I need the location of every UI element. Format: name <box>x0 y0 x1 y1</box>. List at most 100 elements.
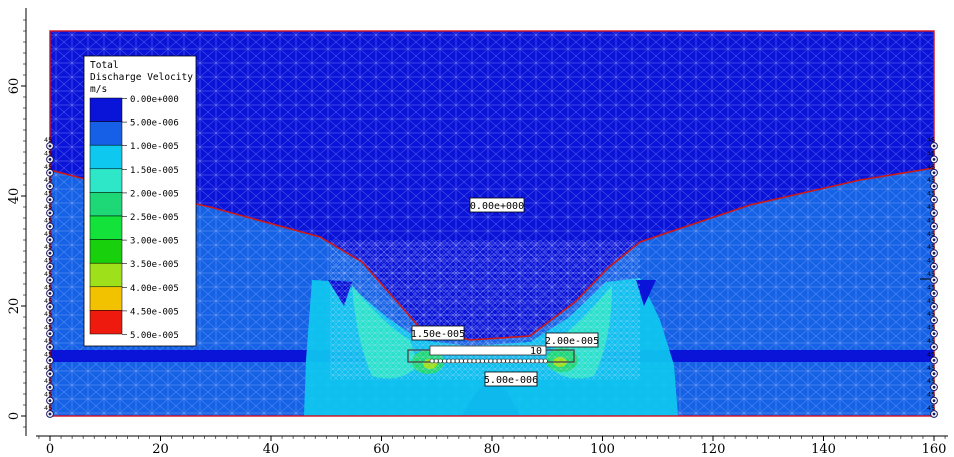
boundary-marker-label: 45 <box>44 297 52 305</box>
legend-swatch <box>89 97 123 122</box>
legend-title-line-1: Total <box>90 60 119 71</box>
legend-item-label: 2.50e-005 <box>130 213 179 223</box>
boundary-marker-dot <box>932 198 936 202</box>
tunnel-liner-label: 10 <box>530 346 542 357</box>
annotation-box <box>411 325 465 341</box>
boundary-marker-dot <box>48 332 52 335</box>
boundary-marker-dot <box>48 211 52 215</box>
boundary-marker-dot <box>48 412 52 416</box>
legend-swatch <box>89 286 123 311</box>
boundary-marker-label: 45 <box>927 136 935 144</box>
legend-item-label: 4.50e-005 <box>130 307 179 317</box>
boundary-marker-label: 45 <box>44 350 52 358</box>
x-tick-label: 20 <box>152 442 169 457</box>
boundary-marker-label: 45 <box>44 136 52 144</box>
boundary-marker-label: 45 <box>927 176 935 184</box>
boundary-marker-dot <box>932 412 936 416</box>
drain-node <box>522 358 527 364</box>
boundary-marker-label: 45 <box>927 203 935 211</box>
boundary-marker-label: 45 <box>44 203 52 211</box>
drain-node <box>454 358 460 364</box>
boundary-marker-label: 45 <box>927 324 935 332</box>
boundary-marker-label: 45 <box>44 216 52 224</box>
drain-node <box>463 358 468 364</box>
legend-item-label: 3.00e-005 <box>130 237 179 247</box>
boundary-marker-dot <box>48 171 52 175</box>
drain-node <box>438 358 443 364</box>
legend-item-label: 2.00e-005 <box>130 189 179 199</box>
drain-node <box>433 358 439 364</box>
boundary-marker-label: 45 <box>44 230 52 238</box>
boundary-marker-label: 45 <box>927 337 935 345</box>
drain-node <box>530 358 536 364</box>
annotation-label: 1.50e-005 <box>411 329 465 340</box>
boundary-marker-dot <box>932 345 936 349</box>
legend-swatch <box>89 168 123 193</box>
legend-items: 0.00e+000 5.00e-006 1.00e-005 1.50e-005 2.00… <box>89 95 179 341</box>
boundary-marker-dot <box>932 144 936 148</box>
boundary-marker-dot <box>932 238 936 242</box>
legend: Total Discharge Velocity m/s 0.00e+000 5.… <box>83 55 197 347</box>
boundary-marker-label: 45 <box>927 216 935 224</box>
boundary-marker-label: 45 <box>927 350 935 358</box>
legend-item-label: 1.00e-005 <box>130 142 179 152</box>
boundary-marker-dot <box>932 251 936 255</box>
drain-node <box>534 358 540 364</box>
boundary-marker-label: 45 <box>44 404 52 412</box>
boundary-marker-dot <box>48 292 52 295</box>
boundary-marker-label: 45 <box>927 283 935 291</box>
drain-node <box>509 358 515 364</box>
x-axis: 0 20 40 60 80 100 120 140 160 <box>36 435 948 457</box>
drain-node <box>513 358 519 364</box>
boundary-marker-dot <box>932 318 936 322</box>
legend-swatch <box>89 144 123 170</box>
drain-node <box>471 358 477 364</box>
x-tick-label: 120 <box>701 442 726 457</box>
x-tick-label: 60 <box>373 442 390 457</box>
drain-node <box>467 358 473 364</box>
boundary-marker-dot <box>932 292 936 295</box>
legend-item-label: 5.00e-006 <box>130 119 179 129</box>
boundary-marker-dot <box>932 265 936 268</box>
y-tick-labels: 0 20 40 60 <box>7 78 26 420</box>
annotation-right: 2.00e-005 <box>545 332 599 348</box>
boundary-marker-dot <box>932 211 936 215</box>
boundary-marker-label: 45 <box>44 176 52 184</box>
y-tick-label: 40 <box>7 188 22 205</box>
legend-swatch <box>89 262 123 288</box>
y-tick-label: 20 <box>7 298 22 315</box>
boundary-marker-label: 45 <box>927 377 935 385</box>
boundary-marker-dot <box>932 385 936 389</box>
boundary-marker-dot <box>48 399 52 402</box>
annotation-left: 1.50e-005 <box>411 325 465 341</box>
drain-node <box>517 358 523 364</box>
boundary-marker-label: 45 <box>44 243 52 251</box>
legend-swatch <box>89 239 123 264</box>
boundary-marker-label: 45 <box>44 391 52 399</box>
boundary-marker-dot <box>48 318 52 322</box>
x-tick-label: 80 <box>484 442 501 457</box>
boundary-marker-label: 45 <box>927 364 935 372</box>
drain-node <box>501 358 506 364</box>
legend-item-label: 4.00e-005 <box>130 284 179 294</box>
boundary-marker-label: 45 <box>44 270 52 278</box>
legend-swatch <box>89 310 123 335</box>
boundary-marker-label: 45 <box>927 270 935 278</box>
x-tick-labels: 0 20 40 60 80 100 120 140 160 <box>46 436 946 457</box>
annotation-label: 2.00e-005 <box>545 336 599 347</box>
legend-item-label: 3.50e-005 <box>130 260 179 270</box>
boundary-marker-label: 45 <box>927 149 935 157</box>
boundary-marker-label: 45 <box>927 190 935 198</box>
legend-swatch <box>89 215 123 240</box>
boundary-marker-label: 45 <box>44 364 52 372</box>
dark-wedge-right <box>636 280 656 306</box>
boundary-marker-label: 45 <box>44 324 52 332</box>
legend-item-label: 0.00e+000 <box>130 95 179 105</box>
boundary-marker-dot <box>48 251 52 255</box>
boundary-marker-dot <box>48 265 52 268</box>
boundary-markers-left: 45 45 45 45 45 45 45 45 45 45 45 45 45 45 45 45 45 45 45 45… <box>44 136 54 418</box>
boundary-marker-dot <box>932 225 936 228</box>
annotation-label: 5.00e-006 <box>484 375 538 386</box>
drain-node <box>543 358 548 364</box>
boundary-marker-label: 45 <box>44 257 52 265</box>
